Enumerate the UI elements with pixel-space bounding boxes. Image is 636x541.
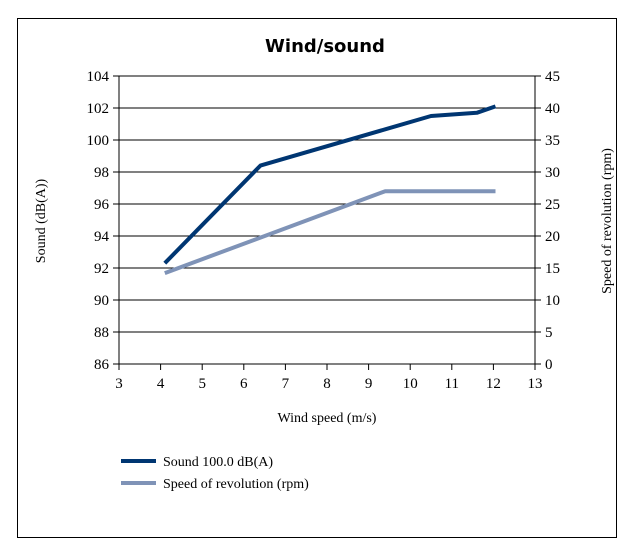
legend: Sound 100.0 dB(A) Speed of revolution (rp… <box>121 455 309 492</box>
legend-label-1: Speed of revolution (rpm) <box>163 477 309 492</box>
x-axis-label: Wind speed (m/s) <box>278 411 377 426</box>
chart-title: Wind/sound <box>265 36 385 57</box>
y-left-tick-label-7: 100 <box>87 133 110 149</box>
y-left-tick-label-6: 98 <box>94 165 109 181</box>
y-right-tick-label-0: 0 <box>545 357 553 373</box>
y-right-tick-label-2: 10 <box>545 293 560 309</box>
x-tick-label-6: 9 <box>365 376 373 392</box>
y-right-tick-label-9: 45 <box>545 69 560 85</box>
y-left-axis-ticks: 86 88 90 92 94 96 98 100 102 104 <box>87 69 119 373</box>
legend-label-0: Sound 100.0 dB(A) <box>163 455 273 470</box>
x-tick-label-1: 4 <box>157 376 165 392</box>
x-tick-label-3: 6 <box>240 376 248 392</box>
x-axis-ticks: 3 4 5 6 7 8 9 10 11 12 13 <box>115 364 543 392</box>
y-right-tick-label-7: 35 <box>545 133 560 149</box>
x-tick-label-4: 7 <box>282 376 290 392</box>
y-right-tick-label-8: 40 <box>545 101 560 117</box>
y-right-tick-label-4: 20 <box>545 229 560 245</box>
axes <box>118 76 536 365</box>
x-tick-label-8: 11 <box>445 376 459 392</box>
y-left-axis-label: Sound (dB(A)) <box>34 178 49 263</box>
x-tick-label-2: 5 <box>198 376 206 392</box>
y-right-axis-ticks: 0 5 10 15 20 25 30 35 40 45 <box>535 69 560 373</box>
series-line-0 <box>163 104 497 265</box>
y-left-tick-label-0: 86 <box>94 357 110 373</box>
y-right-tick-label-3: 15 <box>545 261 560 277</box>
y-right-axis-label: Speed of revolution (rpm) <box>600 148 615 294</box>
y-right-tick-label-6: 30 <box>545 165 560 181</box>
x-tick-label-10: 13 <box>528 376 543 392</box>
x-tick-label-9: 12 <box>486 376 501 392</box>
y-left-tick-label-3: 92 <box>94 261 109 277</box>
series-lines <box>163 104 497 275</box>
y-left-tick-label-8: 102 <box>87 101 110 117</box>
series-line-1 <box>164 189 496 275</box>
gridlines <box>119 75 535 333</box>
y-left-tick-label-2: 90 <box>94 293 109 309</box>
y-left-tick-label-4: 94 <box>94 229 110 245</box>
x-tick-label-5: 8 <box>323 376 331 392</box>
y-left-tick-label-5: 96 <box>94 197 110 213</box>
x-tick-label-7: 10 <box>403 376 418 392</box>
y-left-tick-label-1: 88 <box>94 325 109 341</box>
y-right-tick-label-5: 25 <box>545 197 560 213</box>
y-right-tick-label-1: 5 <box>545 325 553 341</box>
chart-frame <box>17 18 617 538</box>
y-left-tick-label-9: 104 <box>87 69 110 85</box>
x-tick-label-0: 3 <box>115 376 123 392</box>
